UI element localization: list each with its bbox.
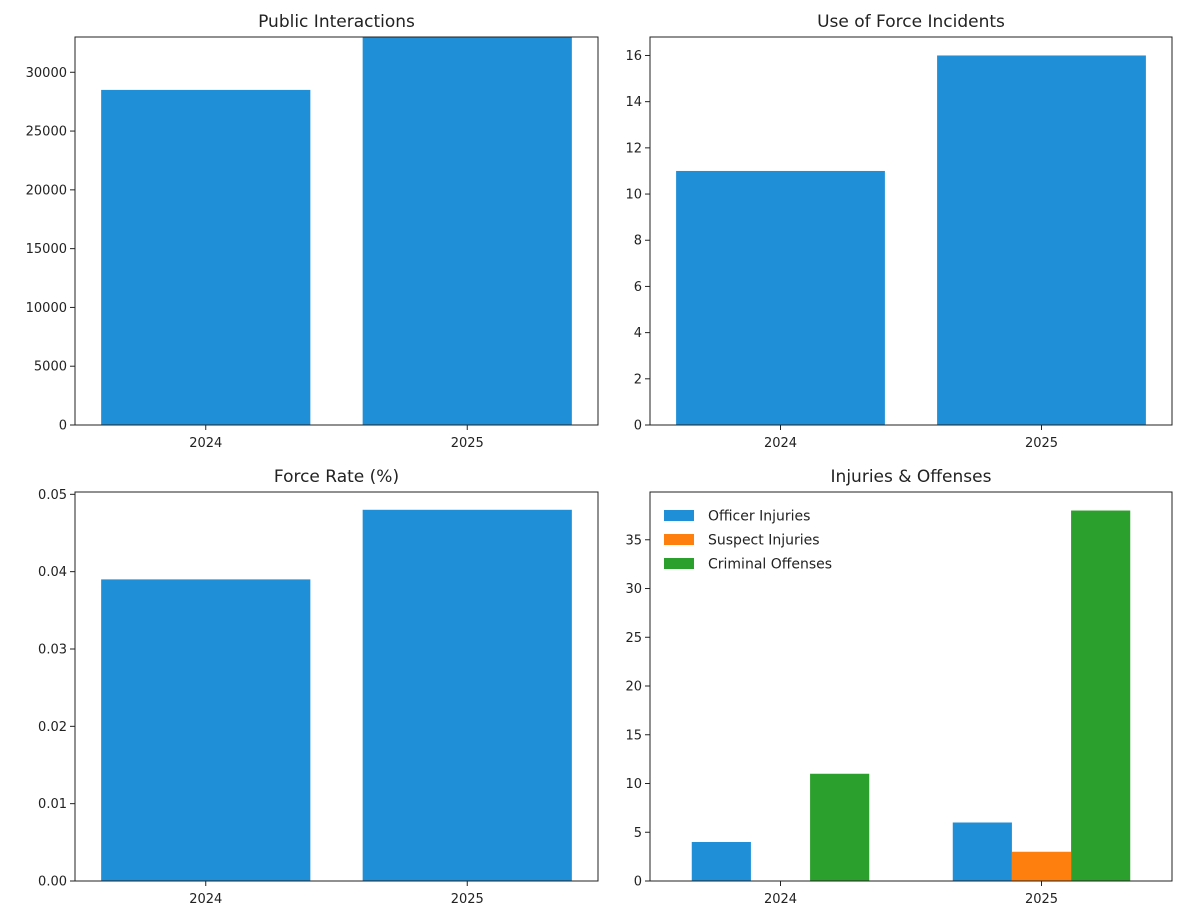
x-tick-label: 2024 xyxy=(764,436,797,451)
y-tick-label: 0.01 xyxy=(38,797,67,812)
legend-label: Suspect Injuries xyxy=(708,533,820,549)
y-tick-label: 15000 xyxy=(26,242,67,257)
y-tick-label: 25 xyxy=(625,631,642,646)
bar-2025 xyxy=(362,37,572,425)
y-tick-label: 30000 xyxy=(26,66,67,81)
y-tick-label: 0.00 xyxy=(38,875,67,890)
bar-2024 xyxy=(101,579,311,881)
y-tick-label: 5000 xyxy=(34,360,67,375)
legend: Officer Injuries Suspect Injuries Criminal… xyxy=(664,509,832,573)
y-tick-label: 0.04 xyxy=(38,565,67,580)
chart-panel-3: Force Rate (%) 0.00 0.01 0.02 0.03 0.04 0.05 20… xyxy=(38,467,599,907)
bar-suspect-injuries-2025 xyxy=(1011,851,1072,881)
axes-frame xyxy=(74,491,599,882)
y-tick-label: 8 xyxy=(634,234,642,249)
axes-frame xyxy=(74,36,599,426)
y-tick-label: 0.02 xyxy=(38,720,67,735)
y-tick-label: 14 xyxy=(625,95,642,110)
bar-2024 xyxy=(676,170,885,425)
bar-2025 xyxy=(937,55,1146,425)
y-tick-label: 0.03 xyxy=(38,642,67,657)
y-tick-label: 0 xyxy=(634,875,642,890)
y-tick-label: 2 xyxy=(634,372,642,387)
y-tick-label: 16 xyxy=(625,49,642,64)
legend-label: Officer Injuries xyxy=(708,509,810,525)
y-tick-label: 5 xyxy=(634,826,642,841)
y-tick-label: 30 xyxy=(625,582,642,597)
x-tick-label: 2025 xyxy=(451,436,484,451)
chart-title: Public Interactions xyxy=(258,12,415,32)
axes-frame xyxy=(649,36,1173,426)
x-tick-label: 2025 xyxy=(1025,436,1058,451)
y-tick-label: 25000 xyxy=(26,125,67,140)
legend-label: Criminal Offenses xyxy=(708,557,832,573)
y-tick-label: 12 xyxy=(625,141,642,156)
y-tick-label: 0 xyxy=(59,419,67,434)
y-tick-label: 6 xyxy=(634,280,642,295)
x-tick-label: 2025 xyxy=(451,892,484,907)
y-tick-label: 0 xyxy=(634,419,642,434)
y-tick-label: 10 xyxy=(625,188,642,203)
legend-swatch xyxy=(664,558,694,569)
chart-panel-2: Use of Force Incidents 0 2 4 6 8 10 12 14 16 2024 2… xyxy=(625,12,1173,451)
bar-officer-injuries-2024 xyxy=(691,842,751,881)
legend-swatch xyxy=(664,510,694,521)
chart-title: Force Rate (%) xyxy=(274,467,399,487)
x-tick-label: 2024 xyxy=(764,892,797,907)
x-tick-label: 2024 xyxy=(189,436,222,451)
bar-criminal-offenses-2024 xyxy=(810,773,870,881)
bar-2024 xyxy=(101,89,311,425)
y-tick-label: 10000 xyxy=(26,301,67,316)
bar-2025 xyxy=(362,509,572,881)
legend-swatch xyxy=(664,534,694,545)
chart-title: Injuries & Offenses xyxy=(831,467,992,487)
y-tick-label: 10 xyxy=(625,777,642,792)
x-tick-label: 2025 xyxy=(1025,892,1058,907)
y-tick-label: 35 xyxy=(625,533,642,548)
bar-criminal-offenses-2025 xyxy=(1071,510,1131,881)
chart-panel-1: Public Interactions 0 5000 10000 15000 20000 2… xyxy=(26,12,599,451)
y-tick-label: 20000 xyxy=(26,183,67,198)
y-tick-label: 20 xyxy=(625,680,642,695)
y-tick-label: 4 xyxy=(634,326,642,341)
y-tick-label: 0.05 xyxy=(38,488,67,503)
x-tick-label: 2024 xyxy=(189,892,222,907)
bar-officer-injuries-2025 xyxy=(952,822,1012,881)
y-tick-label: 15 xyxy=(625,728,642,743)
chart-title: Use of Force Incidents xyxy=(817,12,1005,32)
